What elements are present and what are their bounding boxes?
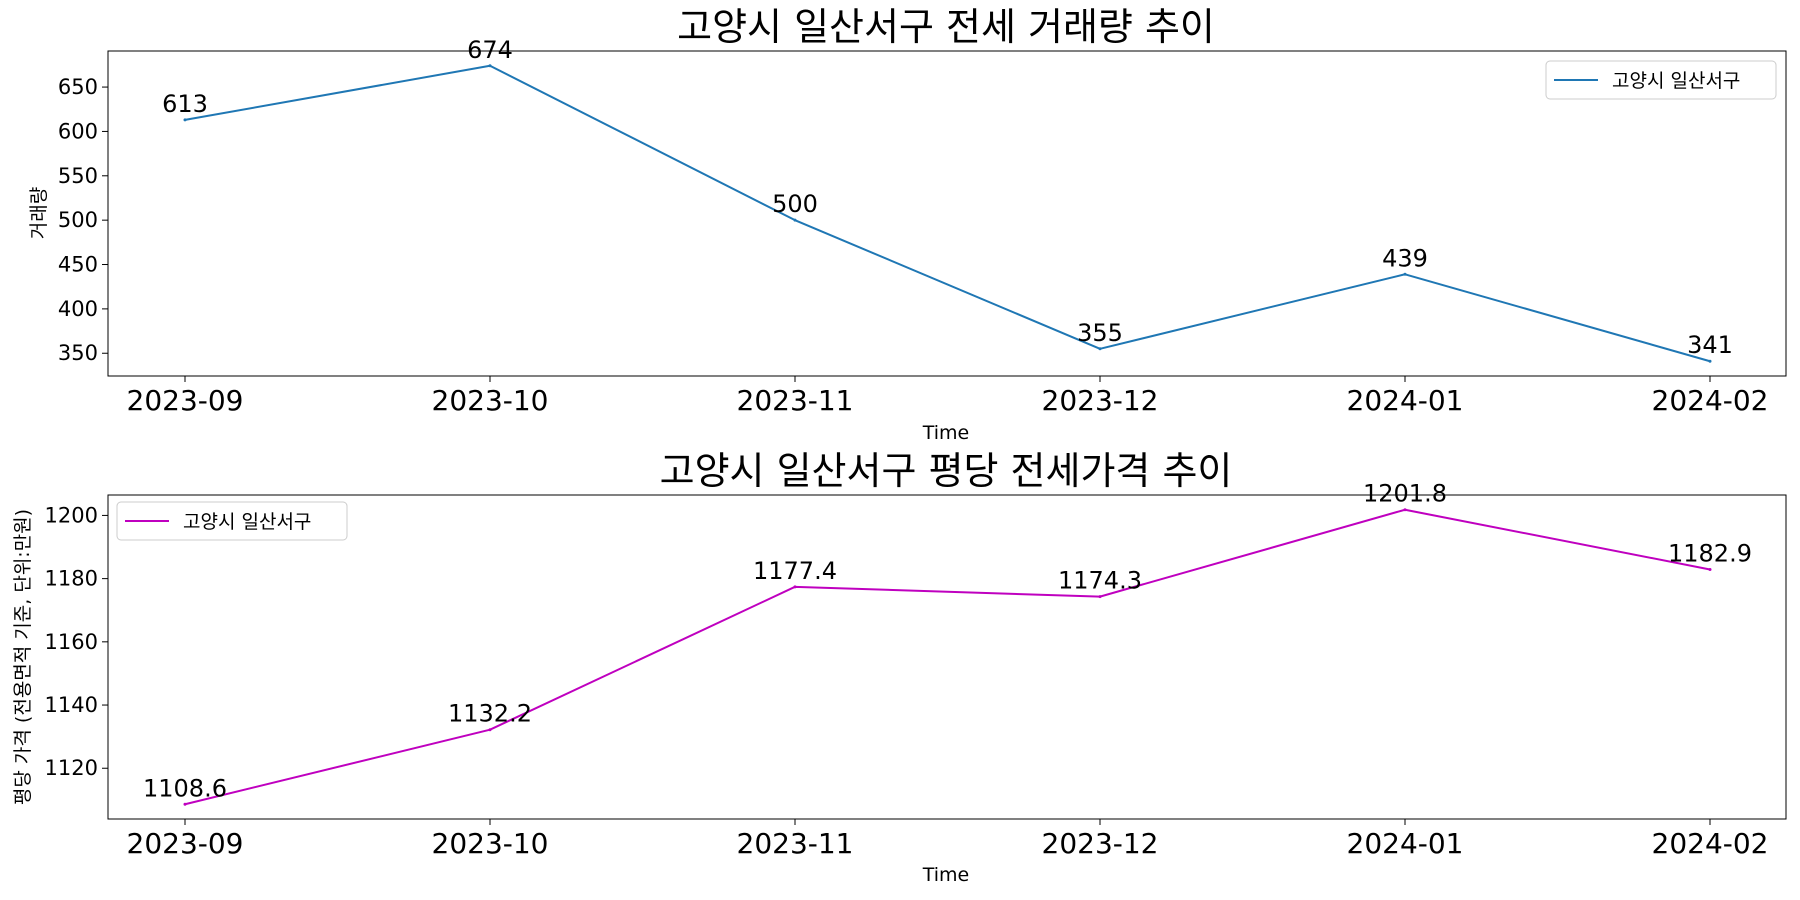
x-axis-label: Time [922, 864, 970, 886]
data-label: 500 [772, 190, 818, 218]
data-label: 1108.6 [143, 774, 227, 802]
legend-label: 고양시 일산서구 [1612, 70, 1740, 92]
x-tick-label: 2023-09 [127, 384, 244, 417]
y-tick-label: 1160 [45, 630, 98, 654]
data-label: 1174.3 [1058, 567, 1142, 595]
series-layer [183, 64, 1712, 363]
y-tick-label: 550 [58, 164, 98, 188]
x-tick-label: 2023-10 [432, 384, 549, 417]
data-point [488, 728, 492, 732]
y-tick-label: 450 [58, 253, 98, 277]
y-axis-label: 평당 가격 (전용면적 기준, 단위:만원) [12, 509, 34, 805]
data-labels: 1108.6 1132.2 1177.4 1174.3 1201.8 1182.9 [143, 480, 1752, 803]
data-point [793, 585, 797, 589]
legend: 고양시 일산서구 [1545, 60, 1777, 100]
series-layer [183, 508, 1712, 806]
y-axis: 1120 1140 1160 1180 1200 [45, 503, 108, 780]
plot-area-frame [107, 494, 1787, 820]
data-point [183, 118, 187, 122]
y-tick-label: 1140 [45, 693, 98, 717]
data-point [488, 64, 492, 68]
y-axis-label: 거래량 [28, 187, 50, 239]
data-point [1098, 347, 1102, 351]
data-label: 341 [1687, 331, 1733, 359]
y-tick-label: 500 [58, 208, 98, 232]
data-label: 1201.8 [1363, 480, 1447, 508]
data-point [1708, 567, 1712, 571]
plot-area-frame [107, 50, 1787, 377]
data-label: 613 [162, 90, 208, 118]
legend-box [116, 501, 348, 541]
x-tick-label: 2023-11 [737, 827, 854, 860]
x-tick-label: 2024-02 [1652, 384, 1769, 417]
legend-box [1545, 60, 1777, 100]
x-axis: 2023-09 2023-10 2023-11 2023-12 2024-01 2024-… [127, 376, 1769, 417]
data-label: 1182.9 [1668, 539, 1752, 567]
x-tick-label: 2024-02 [1652, 827, 1769, 860]
y-tick-label: 600 [58, 119, 98, 143]
y-tick-label: 350 [58, 341, 98, 365]
data-point [183, 802, 187, 806]
legend: 고양시 일산서구 [116, 501, 348, 541]
x-tick-label: 2023-09 [127, 827, 244, 860]
chart-price: 고양시 일산서구 평당 전세가격 추이 1120 1140 1160 1180 1200… [12, 449, 1787, 886]
x-tick-label: 2023-11 [737, 384, 854, 417]
data-label: 674 [467, 36, 513, 64]
data-label: 1132.2 [448, 700, 532, 728]
x-tick-label: 2023-10 [432, 827, 549, 860]
x-tick-label: 2023-12 [1042, 384, 1159, 417]
data-label: 355 [1077, 319, 1123, 347]
chart-title: 고양시 일산서구 전세 거래량 추이 [677, 5, 1215, 49]
x-tick-label: 2024-01 [1347, 827, 1464, 860]
x-tick-label: 2023-12 [1042, 827, 1159, 860]
y-tick-label: 1200 [45, 503, 98, 527]
y-tick-label: 650 [58, 75, 98, 99]
legend-label: 고양시 일산서구 [183, 511, 311, 533]
data-labels: 613 674 500 355 439 341 [162, 36, 1733, 359]
data-point [1403, 272, 1407, 276]
data-label: 1177.4 [753, 557, 837, 585]
data-point [1403, 508, 1407, 512]
series-line [184, 508, 1711, 806]
series-line [184, 64, 1711, 363]
x-axis: 2023-09 2023-10 2023-11 2023-12 2024-01 2024-… [127, 819, 1769, 860]
chart-title: 고양시 일산서구 평당 전세가격 추이 [660, 449, 1233, 493]
x-axis-label: Time [922, 422, 970, 444]
y-axis: 350 400 450 500 550 600 650 [58, 75, 108, 365]
data-label: 439 [1382, 244, 1428, 272]
data-point [1708, 359, 1712, 363]
chart-volume: 고양시 일산서구 전세 거래량 추이 350 400 450 500 550 600 650… [28, 5, 1787, 444]
data-point [793, 218, 797, 222]
y-tick-label: 1120 [45, 756, 98, 780]
y-tick-label: 1180 [45, 567, 98, 591]
x-tick-label: 2024-01 [1347, 384, 1464, 417]
data-point [1098, 595, 1102, 599]
y-tick-label: 400 [58, 297, 98, 321]
